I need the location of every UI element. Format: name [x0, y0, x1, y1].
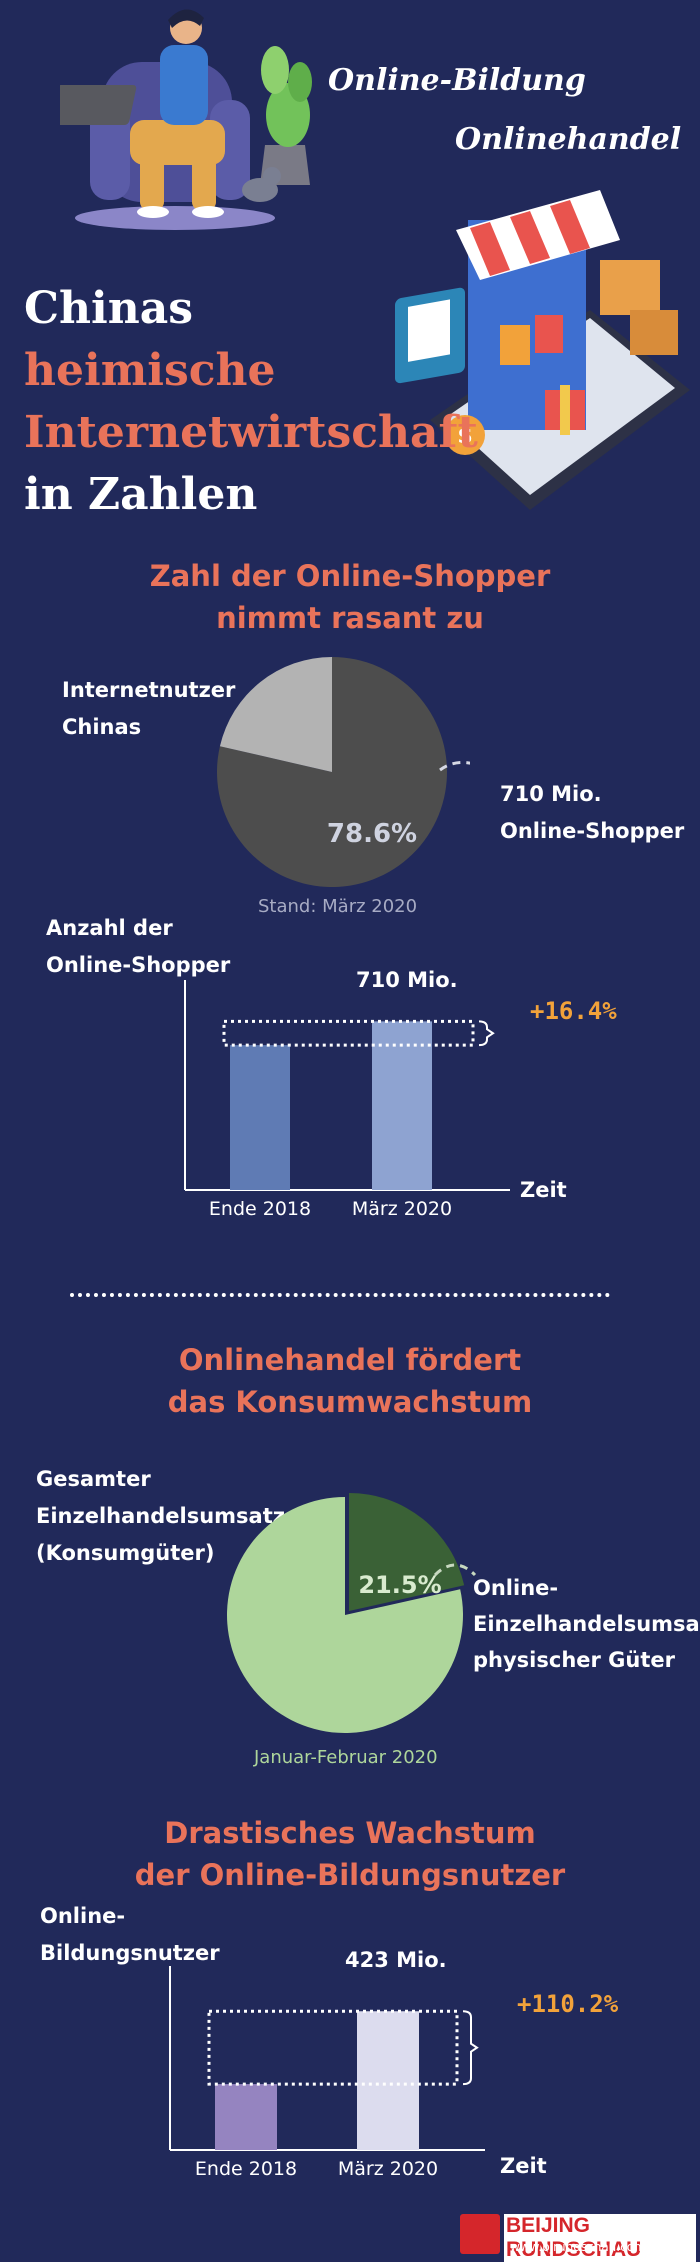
bar1-xaxis-label: Zeit — [520, 1178, 567, 1202]
section1-title-1: Zahl der Online-Shopper — [149, 559, 551, 593]
header-line-2: Onlinehandel — [455, 122, 682, 157]
bar1-bar-0 — [230, 1045, 290, 1190]
pie2-label-2: Einzelhandelsumsatz — [36, 1504, 285, 1528]
footer-brand: BEIJING RUNDSCHAU — [504, 2214, 696, 2262]
bar2-bar-1 — [357, 2011, 419, 2150]
pie1-callout-line — [439, 761, 470, 772]
pie2-callout-1: Online- — [473, 1576, 559, 1600]
header-illustration — [60, 9, 312, 230]
pie1-label-1: Internetnutzer — [62, 678, 236, 702]
bar1-growth-brace — [478, 1020, 495, 1047]
pie1-label-2: Chinas — [62, 715, 142, 739]
pie1-slice-0 — [217, 657, 447, 887]
bar2-tick-label-0: Ende 2018 — [195, 2158, 297, 2180]
bar1-growth-label: +16.4% — [530, 997, 617, 1025]
header-line-1: Online-Bildung — [328, 63, 586, 98]
bar2-xaxis-label: Zeit — [500, 2154, 547, 2178]
pie2-caption: Januar-Februar 2020 — [254, 1747, 438, 1768]
bar2-tick-label-1: März 2020 — [338, 2158, 438, 2180]
svg-text:$: $ — [457, 424, 472, 449]
pie1-callout-1: 710 Mio. — [500, 782, 602, 806]
pie1-caption: Stand: März 2020 — [258, 896, 418, 917]
pie2-callout-2: Einzelhandelsumsatz — [473, 1612, 700, 1636]
pie2-callout-line — [433, 1563, 477, 1577]
bar2-bar-0 — [215, 2084, 277, 2150]
pie2-slice-0 — [349, 1493, 465, 1611]
bar1-bar-1 — [372, 1021, 432, 1190]
footer-logo: BEIJING RUNDSCHAU www.bjrundschau.com — [460, 2212, 696, 2262]
bar1-growth-box — [222, 1019, 475, 1047]
pie-chart-online-shopper: 78.6% — [217, 657, 470, 887]
pie2-percent-label: 21.5% — [358, 1571, 441, 1599]
bar-chart-online-shopper: Ende 2018 März 2020 — [184, 980, 510, 1220]
pie2-callout-3: physischer Güter — [473, 1648, 676, 1672]
title-line-2: heimische — [24, 345, 276, 396]
pie1-percent-label: 78.6% — [327, 819, 417, 849]
bar2-value-label: 423 Mio. — [345, 1948, 447, 1972]
bar1-tick-label-0: Ende 2018 — [209, 1198, 311, 1220]
section3-title-1: Drastisches Wachstum — [164, 1816, 536, 1850]
pie1-callout-2: Online-Shopper — [500, 819, 685, 843]
bar1-ylabel-2: Online-Shopper — [46, 953, 231, 977]
pie-chart-retail: 21.5% — [227, 1493, 477, 1733]
pie2-label-3: (Konsumgüter) — [36, 1541, 215, 1565]
title-line-3: Internetwirtschaft — [24, 407, 478, 458]
title-line-1: Chinas — [24, 283, 193, 334]
footer-url: www.bjrundschau.com — [510, 2240, 646, 2254]
bar2-ylabel-2: Bildungsnutzer — [40, 1941, 220, 1965]
section2-title-1: Onlinehandel fördert — [178, 1343, 522, 1377]
section3-title-2: der Online-Bildungsnutzer — [134, 1858, 566, 1892]
bar1-value-label: 710 Mio. — [356, 968, 458, 992]
section1-title-2: nimmt rasant zu — [216, 601, 484, 635]
bar2-growth-label: +110.2% — [517, 1990, 619, 2018]
bar2-growth-box — [207, 2009, 459, 2086]
section-divider — [70, 1293, 610, 1297]
bar-chart-online-education: Ende 2018 März 2020 — [169, 1966, 485, 2180]
pie2-slice-1 — [227, 1497, 463, 1733]
footer-seal-icon — [460, 2214, 500, 2254]
bar2-ylabel-1: Online- — [40, 1904, 126, 1928]
title-line-4: in Zahlen — [24, 469, 258, 520]
shop-illustration: $ — [395, 190, 690, 510]
bar2-growth-brace — [462, 2010, 479, 2086]
bar1-ylabel-1: Anzahl der — [46, 916, 173, 940]
pie1-slice-1 — [219, 657, 332, 772]
bar1-tick-label-1: März 2020 — [352, 1198, 452, 1220]
pie2-label-1: Gesamter — [36, 1467, 151, 1491]
section2-title-2: das Konsumwachstum — [167, 1385, 533, 1419]
